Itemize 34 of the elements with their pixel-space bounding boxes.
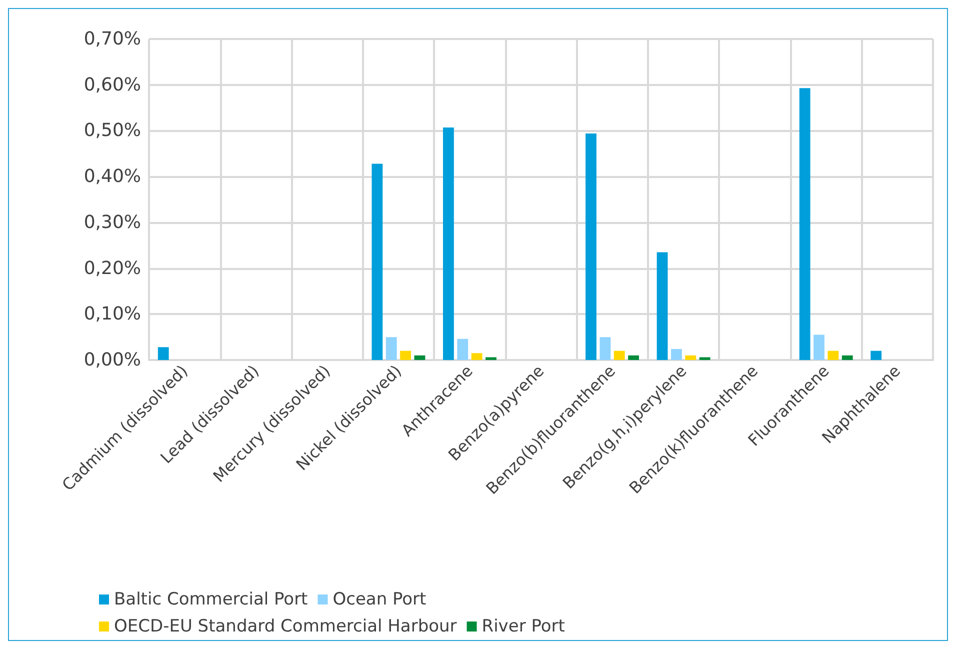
bar — [685, 355, 696, 360]
bar — [614, 350, 625, 360]
bar — [414, 355, 426, 360]
bar — [443, 128, 454, 360]
y-tick-label: 0,30% — [84, 212, 141, 233]
y-tick-label: 0,50% — [84, 120, 141, 142]
bar — [372, 164, 383, 360]
y-tick-label: 0,00% — [84, 350, 141, 370]
legend-label: River Port — [482, 616, 566, 636]
bar — [486, 357, 496, 360]
y-tick-label: 0,20% — [84, 258, 141, 279]
bar — [586, 133, 596, 360]
legend-label: Ocean Port — [332, 590, 427, 610]
bar — [457, 338, 468, 360]
bar — [628, 355, 639, 360]
y-tick-label: 0,40% — [84, 166, 141, 188]
bar — [600, 337, 611, 360]
bar — [656, 252, 668, 360]
bar — [870, 350, 882, 360]
bar — [386, 337, 397, 360]
bar — [814, 334, 824, 360]
y-tick-label: 0,60% — [84, 74, 141, 96]
legend-label: Baltic Commercial Port — [114, 590, 308, 610]
bar — [471, 353, 482, 360]
y-tick-label: 0,10% — [84, 304, 141, 325]
legend-label: OECD-EU Standard Commercial Harbour — [114, 616, 457, 636]
bar — [842, 355, 853, 360]
bar — [158, 347, 169, 360]
bar — [828, 350, 839, 360]
bar — [699, 357, 710, 360]
y-tick-label: 0,70% — [84, 28, 141, 50]
bar — [799, 88, 810, 360]
bar — [671, 348, 682, 360]
bar — [400, 350, 411, 360]
